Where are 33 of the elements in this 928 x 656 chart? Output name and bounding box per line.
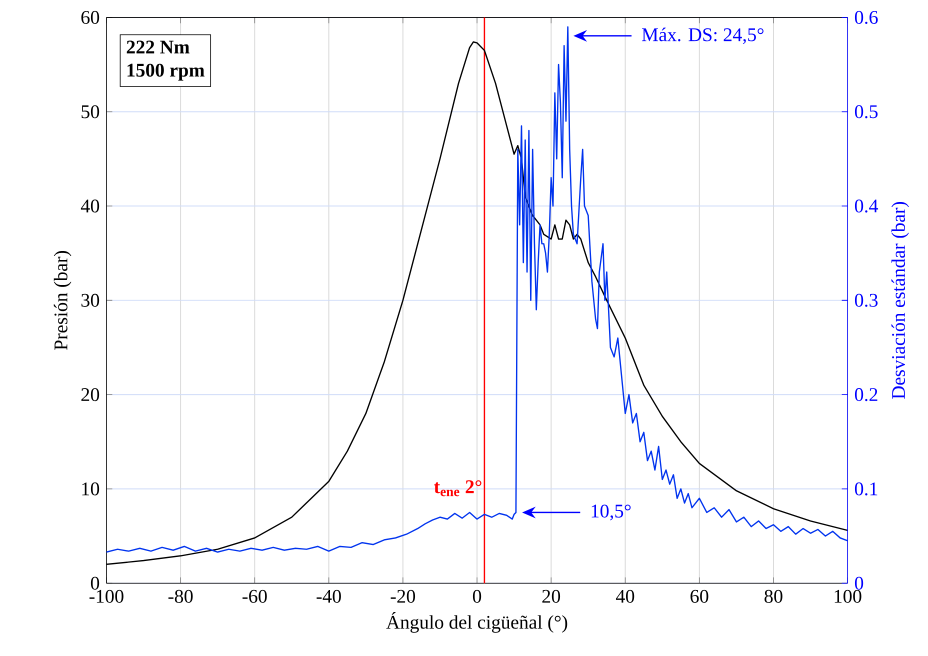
annotation: 10,5° [592, 504, 631, 520]
y2-tick-label: 0.6 [854, 10, 878, 24]
x-tick-label: -60 [242, 590, 267, 603]
x-tick-label: -40 [316, 590, 341, 603]
x-tick-label: 80 [764, 590, 782, 603]
y2-tick-label: 0 [854, 576, 864, 590]
y-axis-title: Presión (bar) [54, 251, 72, 350]
x-tick-label: -100 [89, 590, 124, 603]
x-tick-label: 20 [542, 590, 560, 603]
y2-tick-label: 0.5 [854, 105, 878, 118]
y2-tick-label: 0.3 [854, 294, 878, 307]
y2-tick-label: 0.2 [854, 388, 878, 402]
y-tick-label: 60 [81, 10, 100, 24]
y-tick-label: 0 [90, 576, 100, 590]
y2-tick-label: 0.1 [854, 482, 878, 496]
y-tick-label: 10 [82, 482, 100, 496]
annotation: 222 Nm [126, 40, 190, 54]
x-tick-label: -80 [168, 590, 193, 603]
x-tick-label: 60 [690, 590, 708, 603]
annotation: Máx. DS: 24,5° [642, 28, 764, 44]
y-tick-label: 20 [81, 388, 100, 402]
x-tick-label: 0 [472, 590, 482, 603]
y2-axis-title: Desviación estándar (bar) [891, 202, 909, 399]
x-tick-label: 100 [834, 590, 862, 603]
x-tick-label: 40 [616, 590, 634, 603]
y-tick-label: 50 [82, 105, 100, 118]
y-tick-label: 40 [80, 200, 100, 213]
x-axis-title: Ángulo del cigüeñal (°) [386, 612, 568, 633]
y-tick-label: 30 [81, 294, 100, 307]
y2-tick-label: 0.4 [854, 200, 878, 213]
annotation: 1500 rpm [128, 64, 204, 81]
x-tick-label: -20 [390, 590, 416, 603]
text: t$_{ene}$ 2° [434, 480, 482, 496]
